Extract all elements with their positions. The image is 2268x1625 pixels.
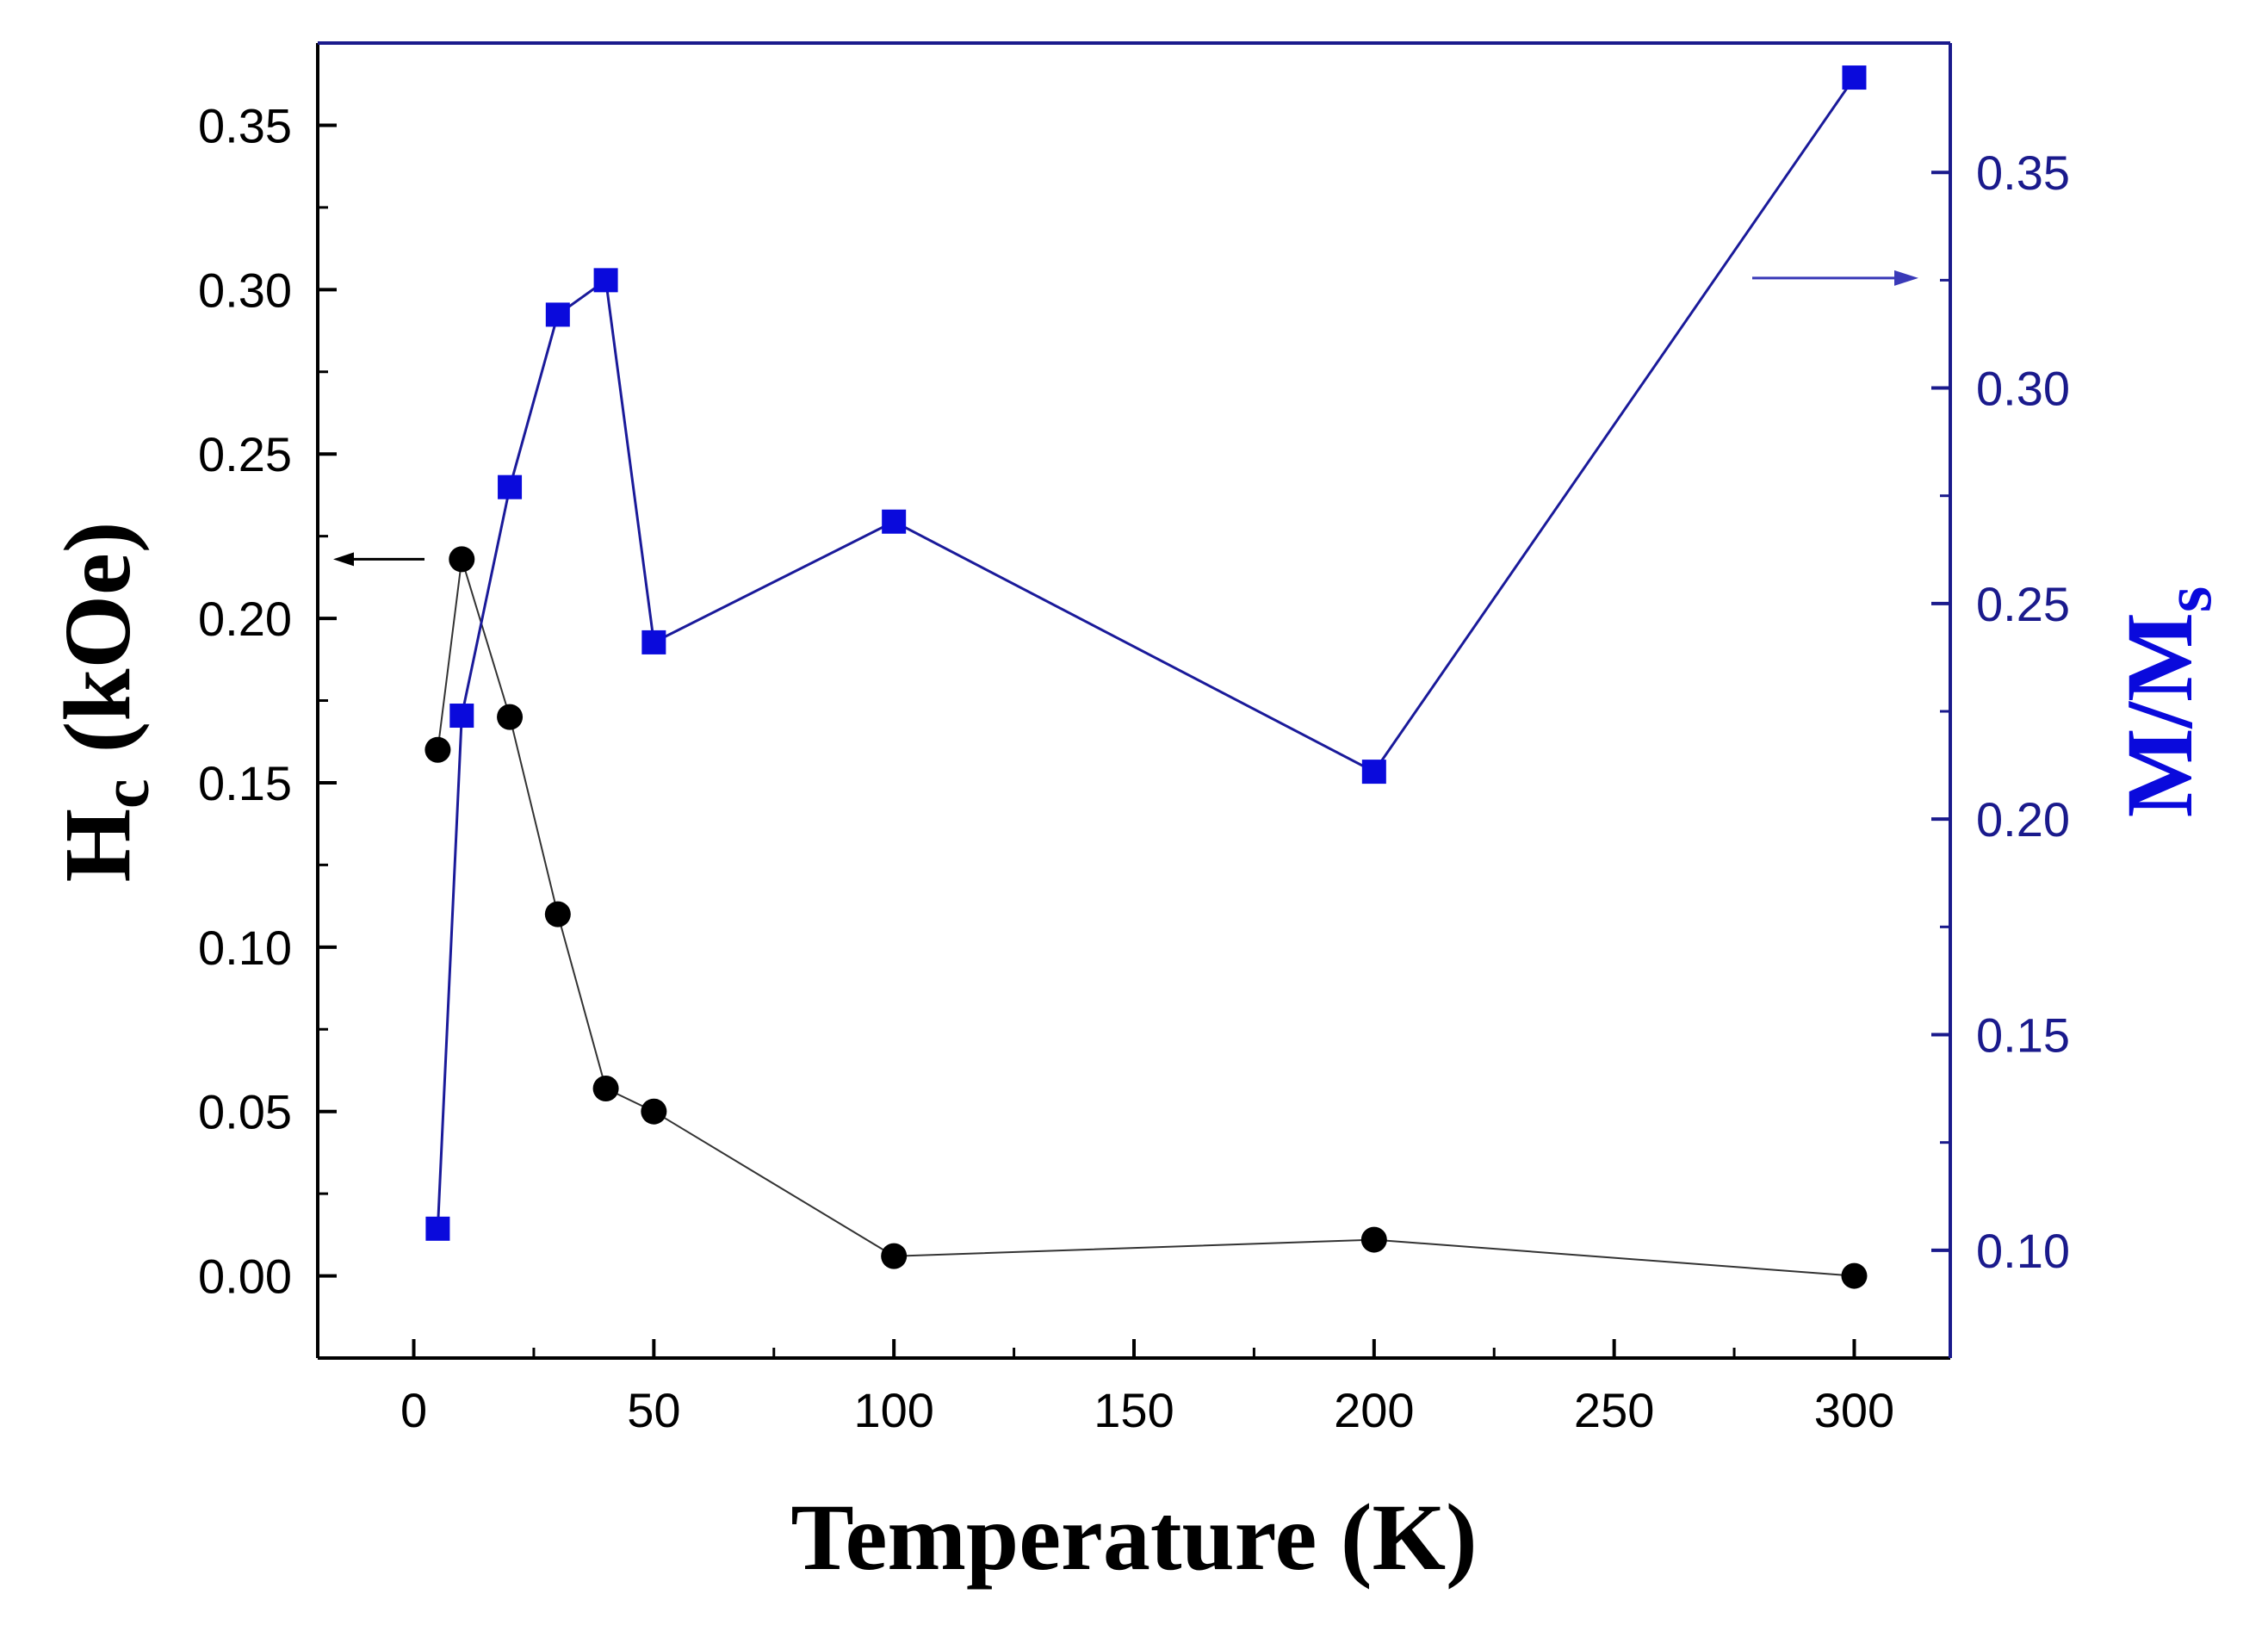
- right-tick-label: 0.15: [1976, 1008, 2070, 1063]
- mms-point: [498, 474, 523, 499]
- hc-point: [1841, 1262, 1868, 1289]
- left-tick-label: 0.25: [198, 427, 292, 481]
- left-axis-title: Hc (kOe): [45, 521, 163, 882]
- right-axis-title-main: M/M: [2107, 612, 2212, 817]
- mms-point: [545, 302, 570, 327]
- hc-point: [1360, 1226, 1387, 1253]
- x-tick-label: 250: [1574, 1383, 1654, 1437]
- x-axis-title: Temperature (K): [790, 1485, 1477, 1590]
- series-lines: [436, 77, 1856, 1277]
- x-tick-label: 200: [1334, 1383, 1414, 1437]
- mms-point: [1361, 760, 1386, 785]
- mms-point: [641, 630, 666, 654]
- left-tick-label: 0.20: [198, 592, 292, 646]
- left-tick-label: 0.10: [198, 921, 292, 975]
- x-tick-label: 0: [400, 1383, 427, 1437]
- left-axis-title-unit: (kOe): [45, 521, 150, 753]
- hc-point: [449, 546, 475, 573]
- x-tick-label: 50: [627, 1383, 680, 1437]
- hc-point: [881, 1243, 908, 1269]
- mms-point: [1842, 65, 1867, 90]
- right-axis-title-sub: s: [2150, 586, 2225, 612]
- right-axis-title: M/Ms: [2107, 586, 2225, 818]
- hc-point: [497, 704, 524, 730]
- right-tick-label: 0.10: [1976, 1224, 2070, 1278]
- right-arrow-head: [1894, 270, 1918, 286]
- right-tick-label: 0.20: [1976, 792, 2070, 847]
- left-tick-label: 0.30: [198, 263, 292, 317]
- series-marks: [424, 65, 1868, 1289]
- left-tick-label: 0.00: [198, 1250, 292, 1304]
- hc-point: [424, 736, 451, 763]
- hc-point: [592, 1075, 619, 1101]
- mms-point: [425, 1216, 450, 1241]
- left-tick-label: 0.35: [198, 98, 292, 152]
- hc-point: [544, 901, 571, 927]
- x-tick-label: 100: [853, 1383, 933, 1437]
- right-tick-label: 0.35: [1976, 146, 2070, 200]
- right-tick-label: 0.25: [1976, 577, 2070, 631]
- mms-point: [882, 509, 907, 534]
- hc-point: [641, 1098, 667, 1125]
- left-axis-ticks: 0.00 0.05 0.10 0.15 0.20 0.25 0.30 0.35: [198, 41, 337, 1360]
- x-tick-label: 300: [1814, 1383, 1894, 1437]
- right-axis-ticks: 0.10 0.15 0.20 0.25 0.30 0.35: [1931, 146, 2070, 1360]
- right-tick-label: 0.30: [1976, 362, 2070, 416]
- left-axis-title-main: H: [45, 809, 150, 883]
- x-axis-ticks: 0 50 100 150 200 250 300: [400, 1339, 1894, 1437]
- left-axis-title-sub: c: [88, 778, 163, 809]
- x-tick-label: 150: [1094, 1383, 1174, 1437]
- mms-point: [593, 268, 618, 293]
- mms-point: [449, 704, 474, 729]
- left-tick-label: 0.15: [198, 756, 292, 810]
- left-tick-label: 0.05: [198, 1085, 292, 1139]
- hc-series-line: [437, 559, 1855, 1277]
- annotation-arrows: [333, 270, 1918, 567]
- left-arrow-head: [333, 552, 354, 567]
